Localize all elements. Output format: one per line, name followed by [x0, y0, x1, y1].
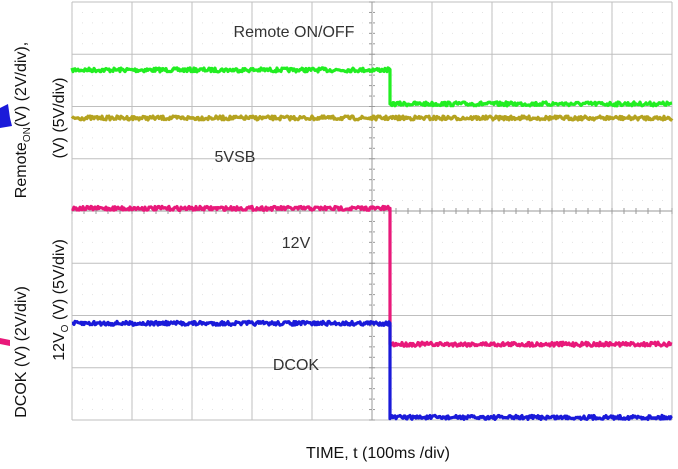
- trace-line: [71, 204, 673, 348]
- trace-line: [70, 66, 673, 108]
- annotation-remote-on-off: Remote ON/OFF: [234, 24, 355, 41]
- series-dcok: [71, 319, 673, 421]
- ylabel-remote: RemoteON(V) (2V/div),: [13, 42, 33, 198]
- series-5vsb: [70, 114, 674, 122]
- ylabel-12v: 12VO (V) (5V/div): [51, 239, 71, 361]
- edge-trace-blue: [0, 104, 12, 128]
- annotation-dcok: DCOK: [273, 357, 320, 374]
- annotation-5vsb: 5VSB: [215, 149, 256, 166]
- series-12v: [71, 204, 673, 348]
- trace-line: [71, 319, 673, 421]
- ylabel-remote-main: Remote: [13, 142, 30, 198]
- x-axis-label: TIME, t (100ms /div): [306, 445, 450, 462]
- series-remote-on-off: [70, 66, 673, 108]
- ylabel-remote-sub: ON: [22, 127, 33, 142]
- grid: [71, 1, 673, 421]
- ylabel-dcok: DCOK (V) (2V/div): [13, 286, 30, 418]
- annotations: Remote ON/OFF 5VSB 12V DCOK: [215, 24, 355, 374]
- annotation-12v: 12V: [282, 235, 311, 252]
- ylabel-5vsb: (V) (5V/div): [51, 78, 68, 159]
- ylabel-12v-rest: (V) (5V/div): [51, 239, 68, 324]
- ylabel-remote-rest: (V) (2V/div),: [13, 42, 30, 127]
- trace-line: [70, 114, 674, 122]
- edge-trace-pink: [0, 338, 10, 346]
- ylabel-12v-main: 12V: [51, 332, 68, 361]
- traces: [0, 66, 674, 421]
- ylabel-12v-sub: O: [60, 324, 71, 332]
